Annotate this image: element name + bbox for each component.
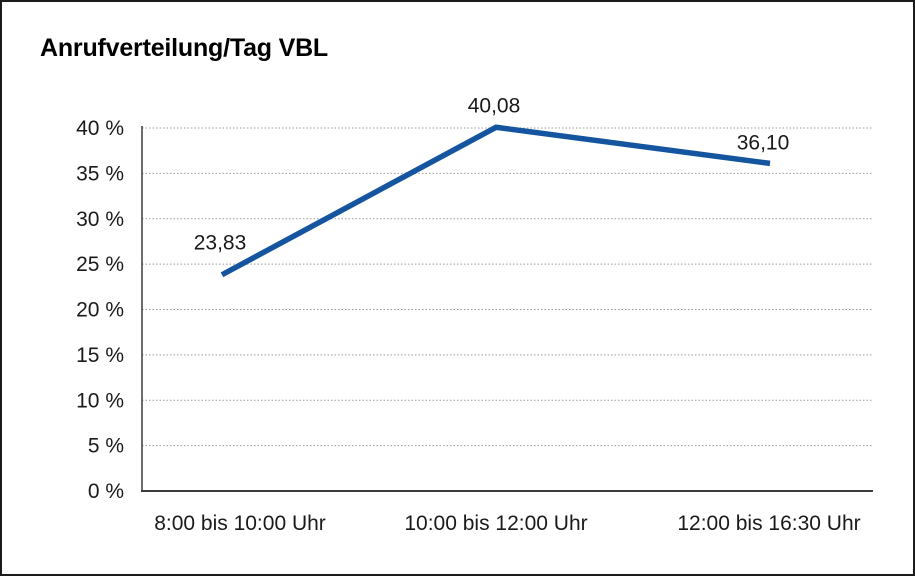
y-axis-tick-label: 0 % (88, 480, 124, 503)
y-axis-tick-label: 40 % (76, 117, 124, 140)
y-axis-tick-label: 30 % (76, 208, 124, 231)
y-axis-tick-label: 5 % (88, 435, 124, 458)
chart-title: Anrufverteilung/Tag VBL (40, 34, 329, 62)
x-axis-tick-label: 10:00 bis 12:00 Uhr (404, 512, 587, 535)
y-axis-tick-label: 20 % (76, 299, 124, 322)
y-axis-tick-label: 35 % (76, 162, 124, 185)
data-point-label: 36,10 (737, 131, 790, 154)
x-axis-tick-label: 12:00 bis 16:30 Uhr (677, 512, 860, 535)
data-point-label: 23,83 (194, 232, 247, 255)
x-axis-tick-label: 8:00 bis 10:00 Uhr (154, 512, 326, 535)
y-axis-tick-label: 10 % (76, 389, 124, 412)
y-axis-tick-label: 15 % (76, 344, 124, 367)
y-axis-tick-label: 25 % (76, 253, 124, 276)
data-point-label: 40,08 (468, 94, 521, 117)
data-line (220, 124, 771, 278)
